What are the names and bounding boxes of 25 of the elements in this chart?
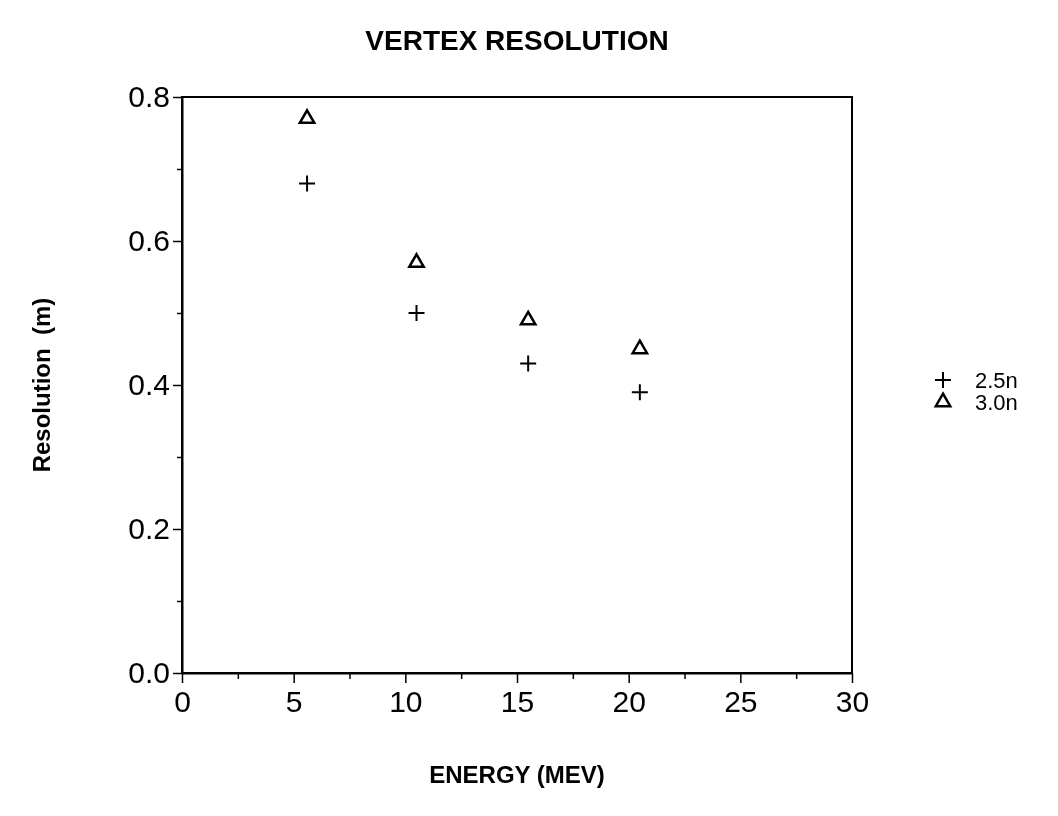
point (630, 383, 649, 402)
point (519, 310, 537, 326)
x-tick-label: 25 (724, 685, 758, 719)
y-tick-label: 0.4 (128, 368, 170, 402)
y-tick-label: 0.6 (128, 224, 170, 258)
x-tick-label: 20 (612, 685, 646, 719)
x-tick-label: 30 (835, 685, 870, 719)
point (298, 174, 317, 193)
point (519, 354, 538, 373)
legend-label: 2.5n (975, 368, 1018, 393)
x-tick-label: 0 (174, 685, 191, 719)
x-axis-title: ENERGY (MEV) (429, 761, 605, 788)
legend-label: 3.0n (975, 390, 1018, 415)
y-axis-title: Resolution (m) (28, 297, 55, 473)
y-tick-label: 0.2 (128, 512, 170, 546)
point (407, 304, 426, 322)
y-tick-label: 0.8 (128, 80, 170, 114)
point (298, 109, 316, 125)
point (408, 253, 425, 269)
x-tick-label: 5 (285, 685, 303, 719)
y-tick-label: 0.0 (128, 656, 170, 690)
x-tick-label: 10 (389, 685, 423, 719)
x-tick-label: 15 (500, 685, 535, 719)
point (631, 339, 649, 355)
chart-title: VERTEX RESOLUTION (365, 25, 669, 56)
